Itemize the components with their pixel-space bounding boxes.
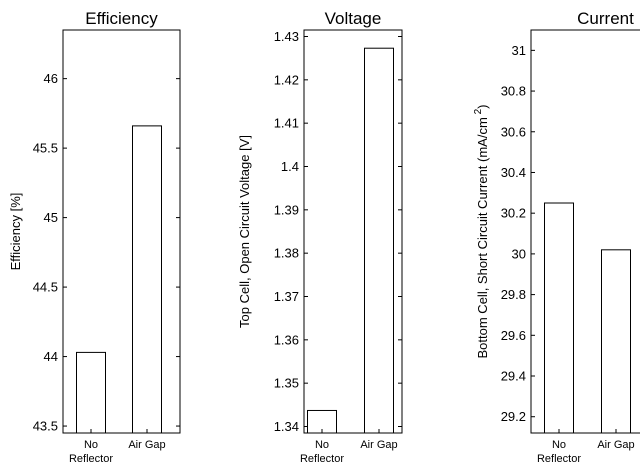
ytick-label-3-7: 30.4 [501,165,526,180]
bar-3-1 [544,202,574,434]
ytick-label-2-7: 1.4 [281,159,299,174]
ytick-label-3-9: 30.8 [501,84,526,99]
ytick-label-3-3: 29.6 [501,328,526,343]
chart-title-1: Efficiency [85,9,158,28]
y-axis-label-superscript-3: 2 [473,108,484,117]
xtick-label-1-2-1: Air Gap [128,439,165,451]
ytick-label-1-5: 45.5 [33,141,58,156]
ytick-label-3-1: 29.2 [501,409,526,424]
xtick-label-3-1-1: No [552,439,566,451]
y-axis-label-1: Efficiency [%] [8,193,23,271]
chart-title-2: Voltage [325,9,382,28]
y-axis-label-text-2: Top Cell, Open Circuit Voltage [V] [237,135,252,328]
ytick-label-2-2: 1.35 [274,376,299,391]
xtick-label-2-1-2: Reflector [300,453,344,465]
axes-frame-2 [303,29,403,434]
y-axis-label-text-3: Bottom Cell, Short Circuit Current (mA/c… [475,117,490,358]
xtick-label-1-1-1: No [84,439,98,451]
ytick-label-2-1: 1.34 [274,419,299,434]
xtick-label-1-1-2: Reflector [69,453,113,465]
ytick-label-3-4: 29.8 [501,287,526,302]
ytick-label-2-9: 1.42 [274,72,299,87]
xtick-label-2-2-1: Air Gap [360,439,397,451]
ytick-label-3-5: 30 [512,246,526,261]
ytick-label-3-10: 31 [512,43,526,58]
y-axis-label-end-3: ) [475,105,490,109]
chart-title-3: Current [577,9,634,28]
ytick-label-3-2: 29.4 [501,369,526,384]
bar-1-1 [76,351,106,434]
ytick-label-3-6: 30.2 [501,206,526,221]
y-axis-label-text-1: Efficiency [%] [8,193,23,271]
y-axis-label-3: Bottom Cell, Short Circuit Current (mA/c… [473,105,490,359]
ytick-label-2-6: 1.39 [274,202,299,217]
ytick-label-1-3: 44.5 [33,280,58,295]
ytick-label-2-5: 1.38 [274,246,299,261]
bar-1-2 [132,125,162,434]
ytick-label-1-4: 45 [44,210,58,225]
ytick-label-2-10: 1.43 [274,29,299,44]
bar-3-2 [601,249,631,434]
axes-frame-1 [62,29,181,434]
axes-frame-3 [530,29,640,434]
ytick-label-1-6: 46 [44,71,58,86]
ytick-label-2-3: 1.36 [274,332,299,347]
ytick-label-1-2: 44 [44,349,58,364]
y-axis-label-2: Top Cell, Open Circuit Voltage [V] [237,135,252,328]
ytick-label-3-8: 30.6 [501,124,526,139]
ytick-label-1-1: 43.5 [33,419,58,434]
ytick-label-2-4: 1.37 [274,289,299,304]
xtick-label-3-2-1: Air Gap [597,439,634,451]
xtick-label-3-1-2: Reflector [537,453,581,465]
ytick-label-2-8: 1.41 [274,116,299,131]
xtick-label-2-1-1: No [315,439,329,451]
bar-2-2 [364,47,394,434]
